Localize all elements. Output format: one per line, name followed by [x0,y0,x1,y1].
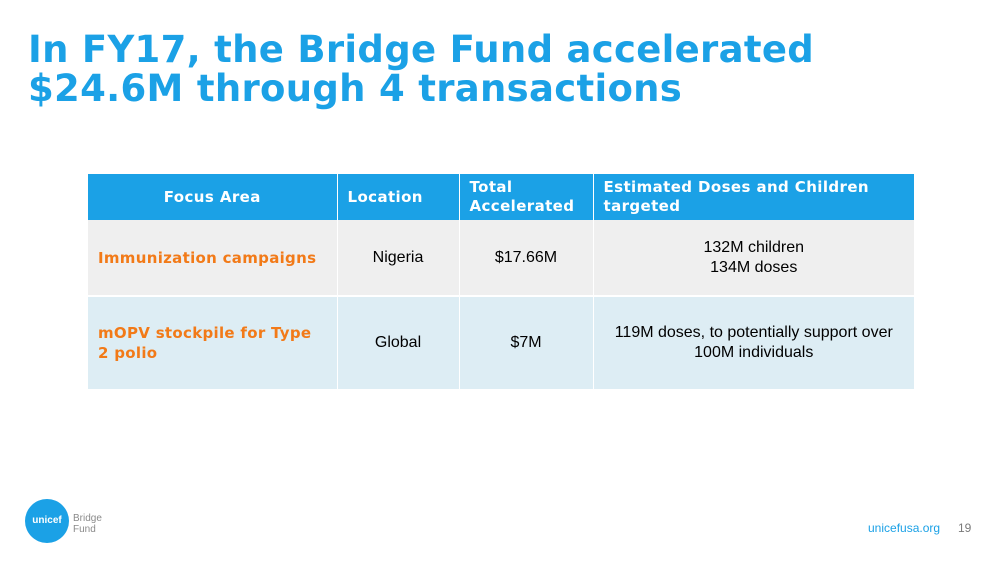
table-row: mOPV stockpile for Type 2 polio Global $… [88,295,914,389]
header-location: Location [337,174,460,220]
logo-line-fund: Fund [73,524,96,535]
header-total-line-1: Total [469,178,513,196]
bridge-fund-wordmark: Bridge Fund [73,513,102,535]
focus-area-line-2: 2 polio [98,344,158,362]
logo-line-bridge: Bridge [73,513,102,524]
slide-title-line-1: In FY17, the Bridge Fund accelerated [28,28,815,71]
focus-area-table: Focus Area Location Total Accelerated Es… [88,174,914,389]
focus-area-line-1: mOPV stockpile for Type [98,324,312,342]
header-focus-area: Focus Area [88,174,338,220]
table-header-row: Focus Area Location Total Accelerated Es… [88,174,914,220]
page-number: 19 [958,521,972,535]
header-estimated-line-1: Estimated Doses and Children [603,178,869,196]
estimated-cell: 132M children 134M doses [593,220,914,296]
unicef-logo-word: unicef [32,515,62,526]
total-accelerated-cell: $7M [459,295,594,389]
estimated-line-2: 134M doses [710,258,798,276]
location-cell: Nigeria [337,220,460,296]
table-row: Immunization campaigns Nigeria $17.66M 1… [88,220,914,296]
header-total-accelerated: Total Accelerated [459,174,594,220]
estimated-line-2: 100M individuals [694,344,814,361]
header-total-line-2: Accelerated [469,197,575,215]
unicef-bridge-fund-logo: unicef Bridge Fund [25,499,145,543]
focus-area-cell: Immunization campaigns [88,220,338,296]
location-cell: Global [337,295,460,389]
estimated-line-1: 132M children [703,238,805,256]
total-accelerated-cell: $17.66M [459,220,594,296]
header-estimated-doses: Estimated Doses and Children targeted [593,174,914,220]
header-estimated-line-2: targeted [603,197,681,215]
footer-url: unicefusa.org [868,521,941,535]
slide-title-line-2: $24.6M through 4 transactions [28,67,683,110]
focus-area-cell: mOPV stockpile for Type 2 polio [88,295,338,389]
estimated-cell: 119M doses, to potentially support over … [593,295,914,389]
slide-title: In FY17, the Bridge Fund accelerated $24… [28,30,968,108]
unicef-logo-badge: unicef [25,499,69,543]
estimated-line-1: 119M doses, to potentially support over [614,324,893,341]
